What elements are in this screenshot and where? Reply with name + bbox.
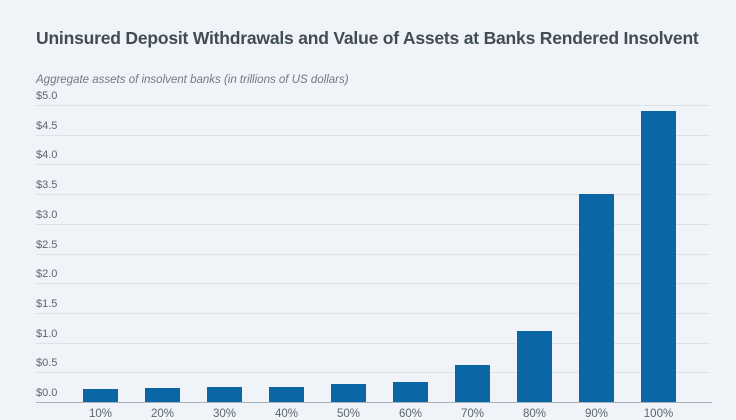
chart-subtitle: Aggregate assets of insolvent banks (in …	[36, 74, 349, 86]
gridline	[36, 283, 710, 285]
y-axis-tick-label: $1.0	[36, 327, 58, 340]
y-axis-tick-label: $4.0	[36, 149, 58, 162]
y-axis-tick-label: $3.0	[36, 208, 58, 221]
x-axis-tick-label: 80%	[522, 408, 547, 420]
gridline	[36, 194, 710, 196]
x-axis-tick-label: 20%	[150, 408, 175, 420]
x-axis-tick-label: 70%	[460, 408, 485, 420]
x-axis-tick-label: 50%	[336, 408, 361, 420]
y-axis-tick-label: $2.5	[36, 238, 58, 251]
y-axis-tick-label: $5.0	[36, 90, 58, 102]
gridline	[36, 312, 710, 314]
bar-70%	[455, 364, 490, 402]
page-title: Uninsured Deposit Withdrawals and Value …	[36, 28, 699, 48]
gridline	[36, 134, 710, 136]
gridline	[36, 164, 710, 166]
bar-100%	[641, 110, 676, 402]
bar-60%	[393, 382, 428, 402]
y-axis-tick-label: $2.0	[36, 268, 58, 281]
x-axis-tick-label: 40%	[274, 408, 299, 420]
bar-30%	[207, 387, 242, 402]
bar-50%	[331, 384, 366, 402]
x-axis-tick-label: 90%	[584, 408, 609, 420]
bar-80%	[517, 330, 552, 402]
gridline	[36, 372, 710, 374]
bar-40%	[269, 386, 304, 402]
chart-area: $5.0 $4.5 $4.0 $3.5 $3.0 $2.5 $2.0 $1.5 $1.0 $0.5…	[36, 90, 712, 420]
gridline	[36, 342, 710, 344]
y-axis-tick-label: $3.5	[36, 179, 58, 192]
bar-20%	[145, 387, 180, 402]
gridline	[36, 223, 710, 225]
gridline	[36, 253, 710, 255]
x-axis-tick-label: 60%	[398, 408, 423, 420]
x-axis-tick-label: 100%	[643, 408, 674, 420]
x-axis-tick-label: 30%	[212, 408, 237, 420]
y-axis-tick-label: $4.5	[36, 119, 58, 132]
y-axis-tick-label: $1.5	[36, 297, 58, 310]
bar-10%	[83, 388, 118, 402]
gridline	[36, 105, 710, 106]
y-axis-tick-label: $0.0	[36, 387, 58, 399]
bar-90%	[579, 194, 614, 402]
x-axis-tick-label: 10%	[88, 408, 113, 420]
y-axis-tick-label: $0.5	[36, 357, 58, 370]
